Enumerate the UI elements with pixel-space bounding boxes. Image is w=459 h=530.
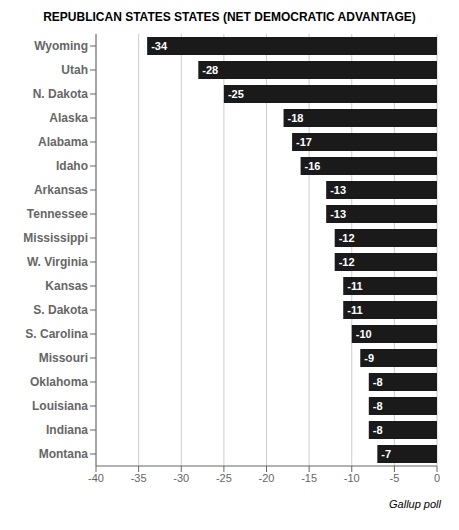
- svg-text:Missouri: Missouri: [39, 351, 88, 365]
- html-text:Gallup poll: Gallup poll: [389, 498, 441, 510]
- svg-text:Idaho: Idaho: [56, 159, 88, 173]
- svg-text:Louisiana: Louisiana: [32, 399, 88, 413]
- svg-text:-11: -11: [347, 280, 362, 292]
- svg-text:-35: -35: [131, 472, 147, 484]
- svg-text:-12: -12: [339, 232, 355, 244]
- svg-text:Montana: Montana: [39, 447, 89, 461]
- svg-text:-25: -25: [216, 472, 232, 484]
- svg-text:-17: -17: [296, 136, 312, 148]
- svg-text:Mississippi: Mississippi: [23, 231, 88, 245]
- svg-text:-30: -30: [173, 472, 189, 484]
- svg-text:-18: -18: [288, 112, 304, 124]
- svg-text:-15: -15: [301, 472, 317, 484]
- svg-text:-13: -13: [330, 208, 346, 220]
- svg-text:-11: -11: [347, 304, 362, 316]
- svg-text:-13: -13: [330, 184, 346, 196]
- svg-text:-12: -12: [339, 256, 355, 268]
- svg-text:Alabama: Alabama: [38, 135, 88, 149]
- svg-text:-9: -9: [364, 352, 374, 364]
- svg-text:Tennessee: Tennessee: [27, 207, 88, 221]
- svg-text:S. Dakota: S. Dakota: [33, 303, 88, 317]
- svg-text:W. Virginia: W. Virginia: [27, 255, 88, 269]
- svg-text:Alaska: Alaska: [49, 111, 88, 125]
- svg-text:-10: -10: [356, 328, 372, 340]
- svg-text:Kansas: Kansas: [45, 279, 88, 293]
- svg-text:-8: -8: [373, 424, 383, 436]
- svg-text:-7: -7: [381, 448, 391, 460]
- svg-text:-28: -28: [202, 64, 218, 76]
- svg-text:0: 0: [434, 472, 440, 484]
- svg-text:-20: -20: [259, 472, 275, 484]
- svg-text:-10: -10: [344, 472, 360, 484]
- svg-text:Oklahoma: Oklahoma: [30, 375, 88, 389]
- svg-text:Arkansas: Arkansas: [34, 183, 88, 197]
- svg-text:-34: -34: [151, 40, 168, 52]
- svg-text:Indiana: Indiana: [46, 423, 88, 437]
- svg-text:-5: -5: [389, 472, 399, 484]
- svg-text:N. Dakota: N. Dakota: [33, 87, 89, 101]
- svg-text:-16: -16: [305, 160, 321, 172]
- svg-text:-8: -8: [373, 400, 383, 412]
- svg-text:Utah: Utah: [61, 63, 88, 77]
- svg-text:-25: -25: [228, 88, 244, 100]
- svg-text:S. Carolina: S. Carolina: [25, 327, 88, 341]
- svg-text:Wyoming: Wyoming: [34, 39, 88, 53]
- svg-text:-8: -8: [373, 376, 383, 388]
- html-text:REPUBLICAN STATES STATES (NET: REPUBLICAN STATES STATES (NET DEMOCRATIC…: [43, 10, 416, 24]
- svg-text:-40: -40: [88, 472, 104, 484]
